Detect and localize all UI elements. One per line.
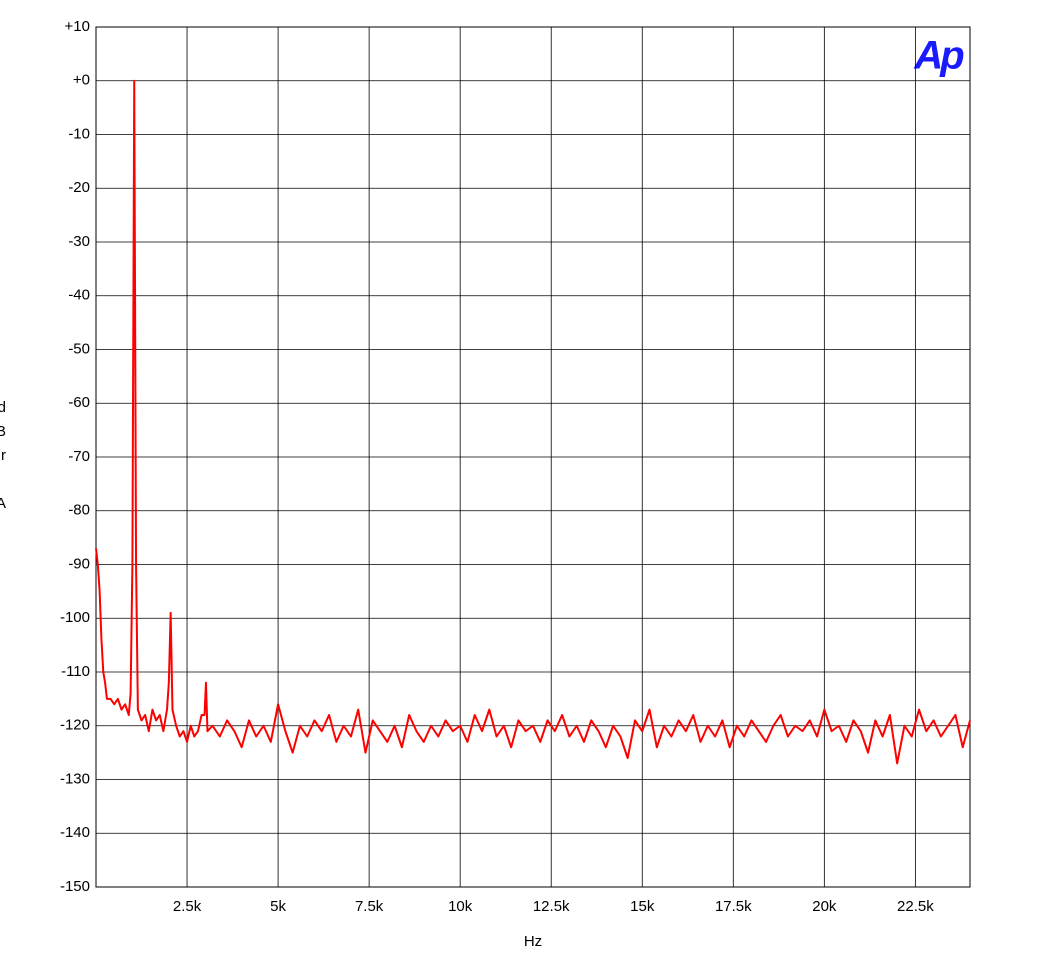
x-tick-label: 10k bbox=[448, 898, 473, 915]
y-tick-label: +0 bbox=[73, 72, 90, 89]
y-tick-label: -140 bbox=[60, 824, 90, 841]
y-tick-label: -120 bbox=[60, 717, 90, 734]
x-tick-label: 20k bbox=[812, 898, 837, 915]
y-tick-label: -110 bbox=[61, 663, 90, 680]
x-tick-label: 12.5k bbox=[533, 898, 570, 915]
x-tick-label: 17.5k bbox=[715, 898, 752, 915]
y-tick-label: -30 bbox=[68, 233, 90, 250]
y-tick-label: -90 bbox=[68, 555, 90, 572]
y-tick-label: -80 bbox=[68, 502, 90, 519]
y-tick-label: -60 bbox=[68, 394, 90, 411]
x-tick-label: 7.5k bbox=[355, 898, 384, 915]
x-tick-label: 2.5k bbox=[173, 898, 202, 915]
y-tick-label: -70 bbox=[68, 448, 90, 465]
x-tick-label: 22.5k bbox=[897, 898, 934, 915]
y-tick-label: +10 bbox=[65, 18, 90, 35]
y-tick-label: -150 bbox=[60, 878, 90, 895]
logo: Ap bbox=[913, 34, 964, 78]
plot-frame bbox=[95, 26, 971, 888]
data-line bbox=[95, 79, 971, 765]
y-tick-label: -10 bbox=[68, 125, 90, 142]
x-tick-label: 15k bbox=[630, 898, 655, 915]
y-tick-label: -50 bbox=[68, 340, 90, 357]
y-tick-label: -40 bbox=[68, 287, 90, 304]
x-axis-label: Hz bbox=[524, 933, 542, 950]
y-tick-label: -130 bbox=[60, 770, 90, 787]
x-tick-label: 5k bbox=[270, 898, 286, 915]
y-tick-label: -100 bbox=[60, 609, 90, 626]
y-tick-label: -20 bbox=[68, 179, 90, 196]
